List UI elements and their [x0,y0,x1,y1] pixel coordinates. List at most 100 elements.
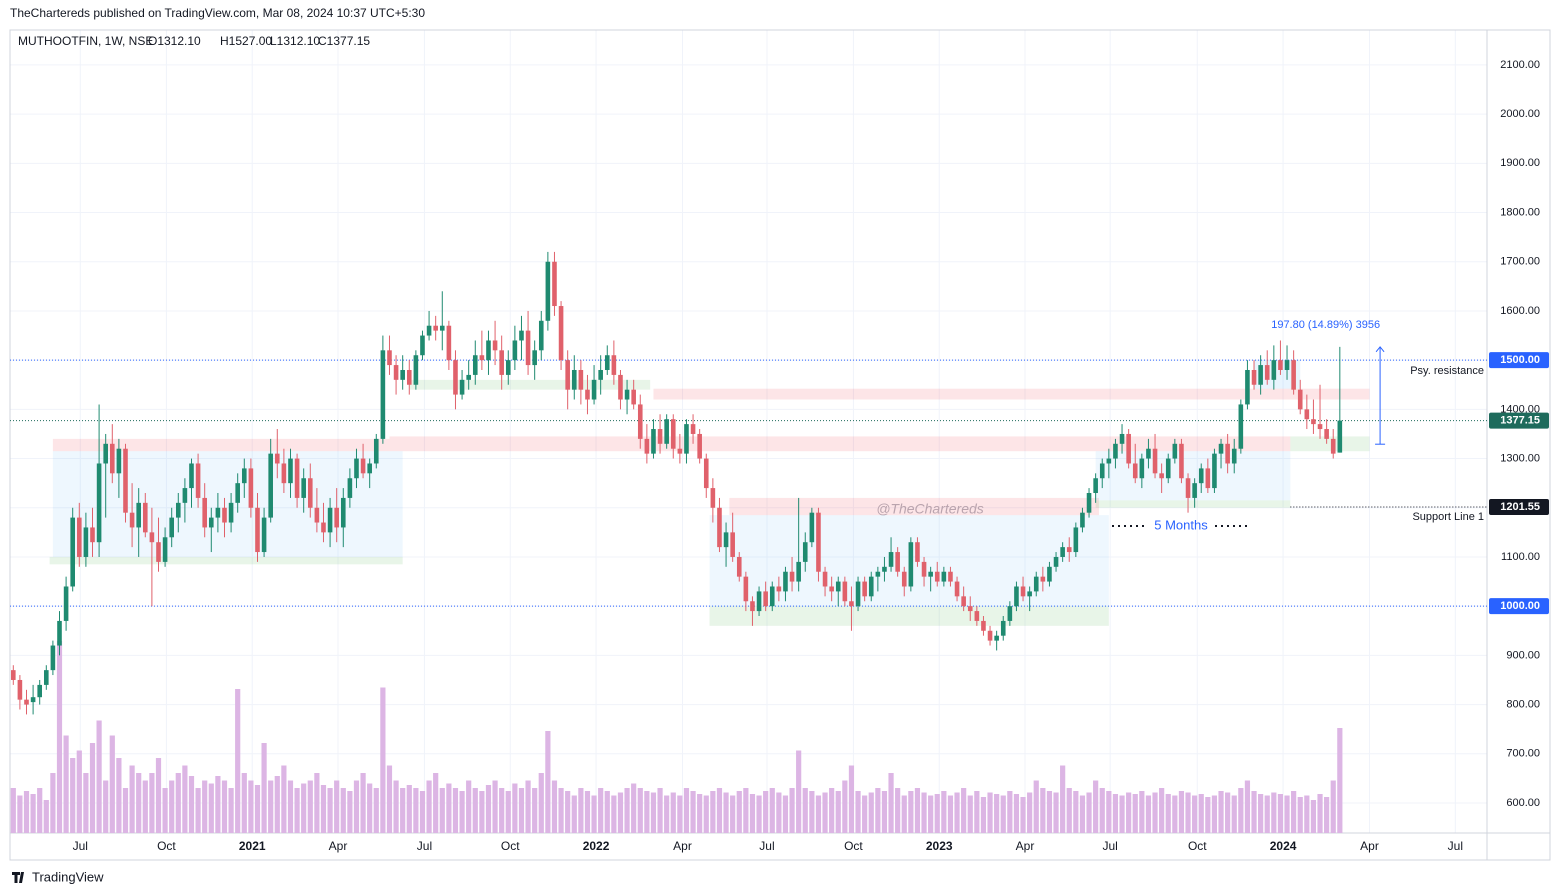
volume-bar [373,788,379,833]
volume-bar [241,773,247,833]
y-tick-label: 2000.00 [1500,108,1540,120]
x-tick-label: Apr [1016,839,1035,853]
volume-bar [169,780,175,833]
volume-bar [1013,794,1020,833]
volume-bar [829,788,835,833]
candle-body [241,468,247,484]
volume-bar [1119,795,1125,833]
support-label: Support Line 1 [1412,511,1484,523]
volume-bar [1046,791,1053,833]
volume-bar [644,791,650,833]
volume-bar [736,791,742,833]
volume-bar [1277,794,1284,833]
x-tick-label: Apr [329,839,348,853]
watermark: @TheChartereds [876,501,984,517]
candle-body [809,512,815,543]
volume-bar [235,689,241,833]
volume-bar [472,788,478,833]
volume-bar [426,780,432,833]
candle-body [1231,448,1237,464]
volume-bar [1284,795,1290,833]
volume-bar [1086,792,1092,833]
volume-bar [37,788,43,833]
volume-bar [1211,795,1218,833]
candle-body [1027,591,1032,597]
volume-bar [1145,795,1152,833]
volume-bar [413,788,419,833]
x-tick-label: Oct [501,839,520,853]
volume-bar [459,791,465,833]
candle-body [1311,419,1316,425]
candle-body [710,488,716,508]
candle-body [1020,586,1026,597]
candle-body [961,596,966,607]
candle-body [1324,429,1329,439]
candle-body [10,670,16,680]
volume-bar [221,780,228,833]
candle-body [156,542,161,562]
candle-body [1139,458,1145,479]
candle-body [670,419,676,449]
volume-bar [334,780,340,833]
candle-body [908,542,914,587]
candle-body [776,586,782,592]
volume-bar [50,773,56,833]
volume-bar [901,795,907,833]
candle-body [1317,424,1323,430]
volume-bar [400,788,406,833]
volume-bar [1185,792,1191,833]
volume-bar [1020,797,1026,833]
volume-bar [1238,788,1244,833]
volume-bar [452,788,459,833]
volume-bar [1099,788,1105,833]
candle-body [545,261,551,321]
candle-body [1040,576,1046,582]
volume-bar [17,795,23,833]
volume-bar [796,750,802,833]
volume-bar [1271,792,1277,833]
candle-body [1099,463,1105,479]
zone [729,497,1099,516]
candle-body [321,522,326,533]
volume-bar [70,758,76,833]
volume-bar [1073,791,1079,833]
price-label-bg [1489,499,1549,516]
candle-body [1238,404,1244,449]
candle-body [1225,443,1230,464]
volume-bar [1112,794,1119,833]
candle-body [222,507,227,523]
volume-bar [261,743,267,833]
volume-bar [928,795,934,833]
y-tick-label: 1600.00 [1500,305,1540,317]
volume-bar [908,791,914,833]
candle-body [327,507,333,533]
candle-body [519,330,524,341]
volume-bar [987,792,993,833]
zone [709,606,1109,626]
zone [1290,436,1370,452]
volume-bar [314,773,320,833]
candle-body [426,325,432,336]
volume-bar [353,780,360,833]
volume-bar [802,788,808,833]
candle-body [453,360,458,395]
candle-body [268,453,273,518]
volume-bar [617,792,624,833]
candle-body [1212,453,1217,489]
volume-bar [664,795,670,833]
volume-bar [254,785,261,833]
candle-body [637,404,643,439]
volume-bar [1330,780,1336,833]
candle-body [1152,448,1158,474]
volume-bar [994,794,1000,833]
candle-body [136,502,141,528]
volume-bar [1066,788,1072,833]
volume-bar [1139,791,1145,833]
volume-bar [360,773,366,833]
volume-bar [188,776,195,833]
candle-body [895,552,900,572]
volume-bar [677,795,683,833]
volume-bar [83,773,89,833]
zone [1095,500,1291,508]
